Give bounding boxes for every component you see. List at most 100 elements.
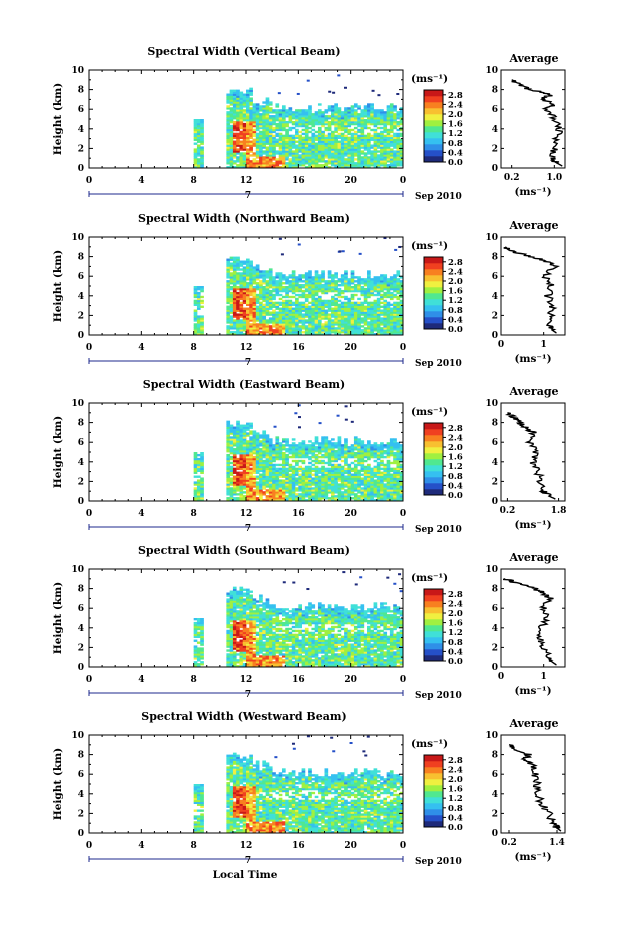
heatmap-cell [321,301,325,305]
heatmap-cell [268,442,273,445]
heatmap-cell [193,317,198,320]
heatmap-cell [324,495,329,498]
heatmap-cell [242,485,247,488]
heatmap-cell [311,489,316,492]
heatmap-cell [389,119,394,122]
heatmap-cell [193,465,198,469]
heatmap-cell [347,164,352,167]
heatmap-cell [380,148,384,151]
heatmap-cell [340,305,345,308]
heatmap-cell [301,295,306,299]
heatmap-cell [331,327,335,330]
heatmap-cell [232,120,237,124]
heatmap-cell [262,493,267,496]
heatmap-cell [242,138,247,141]
heatmap-cell [229,120,234,124]
average-x-tick-label: 1.0 [546,173,562,183]
heatmap-cell [236,120,240,124]
heatmap-cell [239,424,244,427]
heatmap-cell [262,115,267,118]
heatmap-cell [350,134,355,138]
heatmap-cell [363,327,368,330]
heatmap-cell [232,485,237,488]
heatmap-cell [226,132,231,136]
heatmap-cell [265,444,270,447]
heatmap-cell [239,465,244,469]
heatmap-cell [232,107,237,110]
heatmap-cell [389,313,394,316]
heatmap-cell [383,164,388,167]
heatmap-cell [370,134,374,138]
heatmap-cell [340,140,345,143]
heatmap-cell [278,333,283,336]
heatmap-cell [278,109,283,112]
heatmap-cell [291,313,296,316]
colorbar-segment [424,293,443,300]
heatmap-cell [252,142,257,145]
heatmap-cell [252,270,257,273]
heatmap-cell [265,327,270,330]
heatmap-cell [389,276,394,279]
heatmap-cell [296,92,300,95]
heatmap-cell [334,497,338,500]
heatmap-cell [272,325,276,328]
heatmap-cell [265,136,270,139]
heatmap-cell [367,471,371,474]
heatmap-cell [226,487,231,490]
heatmap-cell [246,297,250,301]
heatmap-cell [367,444,371,447]
heatmap-cell [200,120,204,124]
heatmap-cell [373,469,378,472]
heatmap-cell [353,459,358,463]
heatmap-cell [275,325,280,328]
heatmap-cell [399,282,404,285]
heatmap-cell [259,321,263,324]
heatmap-cell [357,481,361,484]
heatmap-cell [239,136,244,139]
heatmap-cell [360,477,365,480]
heatmap-cell [295,450,299,453]
heatmap-cell [314,483,319,486]
heatmap-cell [262,297,267,301]
heatmap-cell [232,93,237,96]
heatmap-cell [350,146,355,149]
heatmap-cell [373,289,378,293]
heatmap-cell [314,305,319,308]
heatmap-cell [373,325,378,328]
heatmap-cell [239,291,244,295]
heatmap-cell [386,154,391,157]
heatmap-cell [265,301,270,305]
heatmap-cell [298,305,302,308]
heatmap-cell [324,142,329,145]
heatmap-cell [278,136,283,139]
heatmap-cell [229,325,234,328]
heatmap-cell [226,124,231,128]
heatmap-cell [232,491,237,494]
heatmap-cell [393,152,397,155]
heatmap-cell [370,329,374,332]
heatmap-cell [242,481,247,484]
heatmap-cell [242,103,247,106]
heatmap-cell [229,491,234,494]
heatmap-cell [291,126,296,130]
heatmap-cell [246,497,250,500]
heatmap-cell [304,109,309,112]
heatmap-cell [373,166,378,169]
heatmap-cell [262,130,267,134]
heatmap-cell [304,313,309,316]
heatmap-cell [350,272,355,275]
heatmap-cell [226,493,231,496]
heatmap-cell [252,432,257,435]
heatmap-cell [229,113,234,116]
heatmap-cell [350,444,355,447]
heatmap-cell [262,119,267,122]
heatmap-cell [311,113,316,116]
heatmap-cell [272,313,276,316]
heatmap-cell [249,430,253,433]
heatmap-cell [259,442,263,445]
heatmap-cell [314,321,319,324]
heatmap-cell [281,329,286,332]
heatmap-cell [295,327,299,330]
heatmap-cell [386,325,391,328]
heatmap-cell [288,286,293,289]
